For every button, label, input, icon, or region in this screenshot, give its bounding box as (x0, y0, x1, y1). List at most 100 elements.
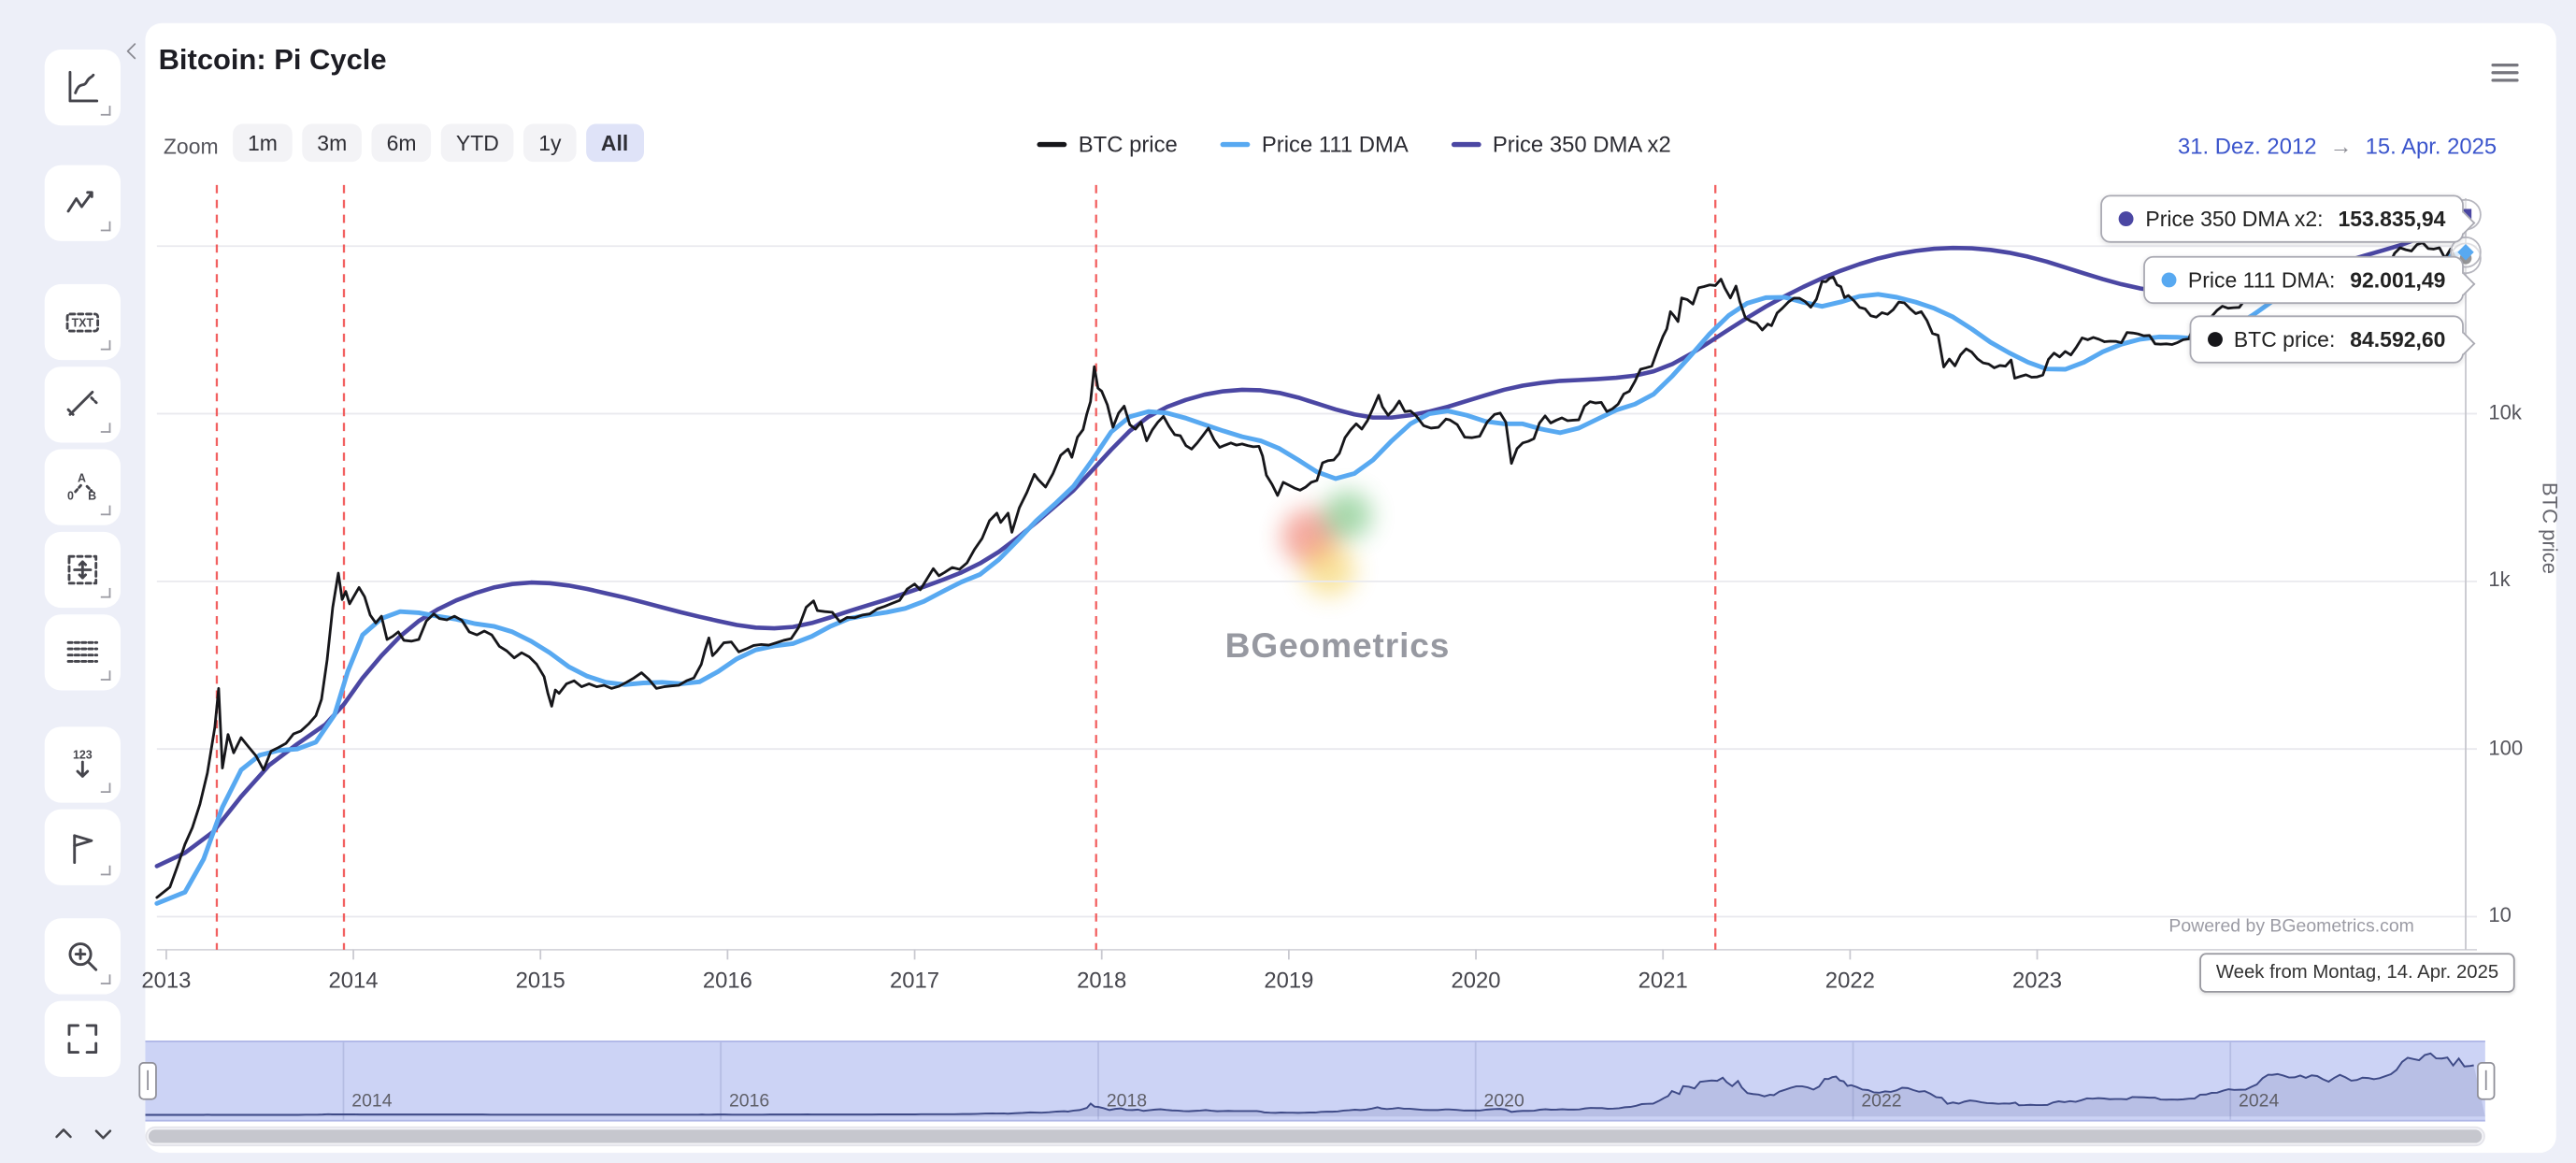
zoom-1y-button[interactable]: 1y (523, 123, 577, 163)
tooltip-price-350-dma-x2: Price 350 DMA x2: 153.835,94 (2100, 194, 2464, 243)
legend-label: Price 350 DMA x2 (1492, 132, 1671, 157)
trend-line-icon (66, 391, 98, 416)
chevron-down-icon (93, 1129, 111, 1140)
select-region-icon (67, 554, 98, 585)
chart-plot-area[interactable] (157, 181, 2477, 950)
legend-line-swatch (1451, 141, 1481, 148)
horizontal-scrollbar[interactable] (145, 1126, 2485, 1147)
powered-by-credit: Powered by BGeometrics.com (2168, 916, 2414, 937)
y-axis-label-10k: 10k (2488, 400, 2522, 424)
collapse-down-button[interactable] (82, 1120, 122, 1153)
tool-options-corner (100, 106, 111, 116)
x-axis-label-2013: 2013 (141, 968, 192, 993)
tooltip-price-111-dma: Price 111 DMA: 92.001,49 (2143, 255, 2464, 305)
x-axis-label-2023: 2023 (2011, 968, 2063, 993)
tooltip-series-label: Price 350 DMA x2: (2145, 206, 2324, 232)
date-to-input[interactable]: 15. Apr. 2025 (2365, 134, 2497, 159)
tooltip-value: 84.592,60 (2350, 326, 2446, 352)
page-title: Bitcoin: Pi Cycle (158, 42, 387, 77)
chevron-up-icon (54, 1128, 71, 1139)
fullscreen-icon (67, 1024, 98, 1055)
tool-numbered-sequence-button[interactable]: 123 (44, 726, 121, 803)
scrollbar-thumb[interactable] (149, 1129, 2483, 1143)
x-axis-label-2017: 2017 (889, 968, 940, 993)
zoom-all-button[interactable]: All (586, 123, 644, 163)
navigator-label-2018: 2018 (1106, 1091, 1148, 1112)
tool-flag-event-button[interactable] (44, 809, 121, 885)
zoom-6m-button[interactable]: 6m (371, 123, 432, 163)
tool-options-corner (100, 221, 111, 232)
navigator-label-2014: 2014 (351, 1091, 393, 1112)
navigator-svg (145, 1041, 2485, 1120)
zoom-3m-button[interactable]: 3m (302, 123, 363, 163)
sidebar-collapse-button[interactable] (116, 36, 149, 69)
navigator-label-2022: 2022 (1861, 1091, 1902, 1112)
series-dot-icon (2207, 332, 2223, 348)
series-dot-icon (2161, 272, 2177, 288)
x-axis-label-2018: 2018 (1077, 968, 1127, 993)
x-axis-label-2015: 2015 (515, 968, 565, 993)
tooltip-series-label: BTC price: (2233, 326, 2336, 352)
tool-text-note-button[interactable]: TXT (44, 283, 121, 361)
legend-item-price-350-dma-x2[interactable]: Price 350 DMA x2 (1451, 132, 1671, 157)
crosshair-date-label: Week from Montag, 14. Apr. 2025 (2199, 953, 2515, 993)
zoom-label: Zoom (163, 134, 219, 159)
svg-text:B: B (88, 490, 96, 503)
legend-line-swatch (1037, 141, 1067, 148)
fibonacci-ab-icon: A0 B (67, 471, 96, 503)
tool-options-corner (100, 974, 111, 984)
tool-trend-line-button[interactable] (44, 366, 121, 443)
range-navigator[interactable]: 2014 2016 2018 2020 2022 2024 (145, 1041, 2485, 1122)
x-axis-label-2021: 2021 (1638, 968, 1688, 993)
x-axis-label-2022: 2022 (1825, 968, 1875, 993)
legend-item-price-111-dma[interactable]: Price 111 DMA (1220, 132, 1409, 157)
chart-legend: BTC price Price 111 DMA Price 350 DMA x2 (974, 132, 1734, 157)
tool-select-region-button[interactable] (44, 531, 121, 609)
collapse-up-button[interactable] (43, 1120, 82, 1153)
x-axis-label-2019: 2019 (1264, 968, 1314, 993)
legend-label: Price 111 DMA (1261, 132, 1409, 157)
tool-grid-levels-button[interactable] (44, 614, 121, 691)
grid-levels-icon (66, 640, 99, 663)
navigator-right-handle[interactable] (2477, 1061, 2496, 1100)
tool-options-corner (100, 339, 111, 351)
text-note-icon: TXT (65, 312, 100, 333)
tool-fullscreen-button[interactable] (44, 1000, 121, 1077)
tooltip-value: 92.001,49 (2350, 267, 2446, 293)
tooltip-series-label: Price 111 DMA: (2187, 267, 2336, 293)
navigator-label-2020: 2020 (1483, 1091, 1524, 1112)
hamburger-icon (2491, 63, 2519, 81)
date-from-input[interactable]: 31. Dez. 2012 (2177, 134, 2317, 159)
navigator-area (145, 1053, 2485, 1117)
legend-item-btc-price[interactable]: BTC price (1037, 132, 1178, 157)
navigator-line (145, 1052, 2474, 1116)
menu-button[interactable] (2481, 50, 2530, 99)
navigator-label-2024: 2024 (2239, 1091, 2280, 1112)
tool-options-corner (100, 670, 111, 681)
navigator-label-2016: 2016 (728, 1091, 770, 1112)
legend-line-swatch (1220, 141, 1251, 148)
chart-style-icon (68, 70, 99, 103)
tool-indicators-button[interactable] (44, 165, 121, 241)
x-axis-label-2020: 2020 (1451, 968, 1501, 993)
tool-zoom-area-button[interactable] (44, 918, 121, 995)
tool-options-corner (100, 783, 111, 794)
svg-text:A: A (78, 471, 86, 484)
tool-options-corner (100, 505, 111, 516)
tool-chart-style-button[interactable] (44, 50, 121, 126)
zoom-ytd-button[interactable]: YTD (441, 123, 514, 163)
tooltip-btc-price: BTC price: 84.592,60 (2189, 315, 2464, 364)
zoom-1m-button[interactable]: 1m (233, 123, 293, 163)
svg-text:TXT: TXT (72, 316, 94, 329)
arrow-right-icon: → (2329, 134, 2353, 159)
flag-event-icon (73, 834, 93, 865)
tooltip-value: 153.835,94 (2338, 206, 2446, 232)
navigator-left-handle[interactable] (138, 1061, 157, 1100)
legend-label: BTC price (1078, 132, 1178, 157)
chevron-left-icon (126, 42, 136, 59)
x-axis-label-2014: 2014 (328, 968, 379, 993)
y-axis-label-1k: 1k (2488, 567, 2511, 592)
numbered-sequence-icon: 123 (73, 748, 93, 778)
tool-options-corner (100, 423, 111, 433)
